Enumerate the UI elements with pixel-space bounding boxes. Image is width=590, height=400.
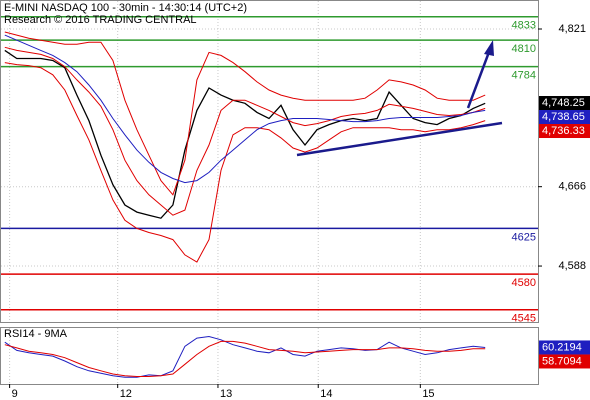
y-tick-label: 4,588 xyxy=(558,260,586,272)
y-tick-label: 4,821 xyxy=(558,23,586,35)
series-line xyxy=(4,335,486,378)
rsi-panel xyxy=(0,327,539,385)
x-tick-label: 14 xyxy=(320,388,332,400)
x-tick-label: 9 xyxy=(12,388,18,400)
series-line xyxy=(4,340,486,377)
level-label: 4784 xyxy=(512,70,536,82)
trendline xyxy=(296,121,503,157)
chart-title: E-MINI NASDAQ 100 - 30min - 14:30:14 (UT… xyxy=(4,2,247,14)
level-label: 4810 xyxy=(512,43,536,55)
last-value-box xyxy=(539,124,590,139)
last-value-box xyxy=(539,354,590,369)
level-label: 4580 xyxy=(512,277,536,289)
chart-subtitle: Research © 2016 TRADING CENTRAL xyxy=(4,14,197,26)
arrow-head xyxy=(484,40,494,56)
series-line xyxy=(4,31,486,196)
rsi-title: RSI14 - 9MA xyxy=(4,328,68,340)
series-line xyxy=(4,62,486,263)
price-panel xyxy=(0,0,539,323)
last-value-box xyxy=(539,340,590,355)
series-line xyxy=(4,49,486,219)
level-label: 4833 xyxy=(512,20,536,32)
arrow-shaft xyxy=(466,51,491,109)
last-value-label: 60.2194 xyxy=(542,341,582,353)
y-tick-label: 4,666 xyxy=(558,181,586,193)
series-line xyxy=(4,46,486,216)
last-value-label: 4,736.33 xyxy=(542,125,585,137)
last-value-label: 4,748.25 xyxy=(542,97,585,109)
series-line xyxy=(4,34,486,184)
last-value-box xyxy=(539,110,590,125)
last-value-label: 58.7094 xyxy=(542,355,582,367)
last-value-box xyxy=(539,96,590,111)
last-value-label: 4,738.65 xyxy=(542,111,585,123)
x-tick-label: 12 xyxy=(120,388,132,400)
level-label: 4625 xyxy=(512,231,536,243)
x-tick-label: 13 xyxy=(220,388,232,400)
level-label: 4545 xyxy=(512,313,536,325)
x-tick-label: 15 xyxy=(422,388,434,400)
